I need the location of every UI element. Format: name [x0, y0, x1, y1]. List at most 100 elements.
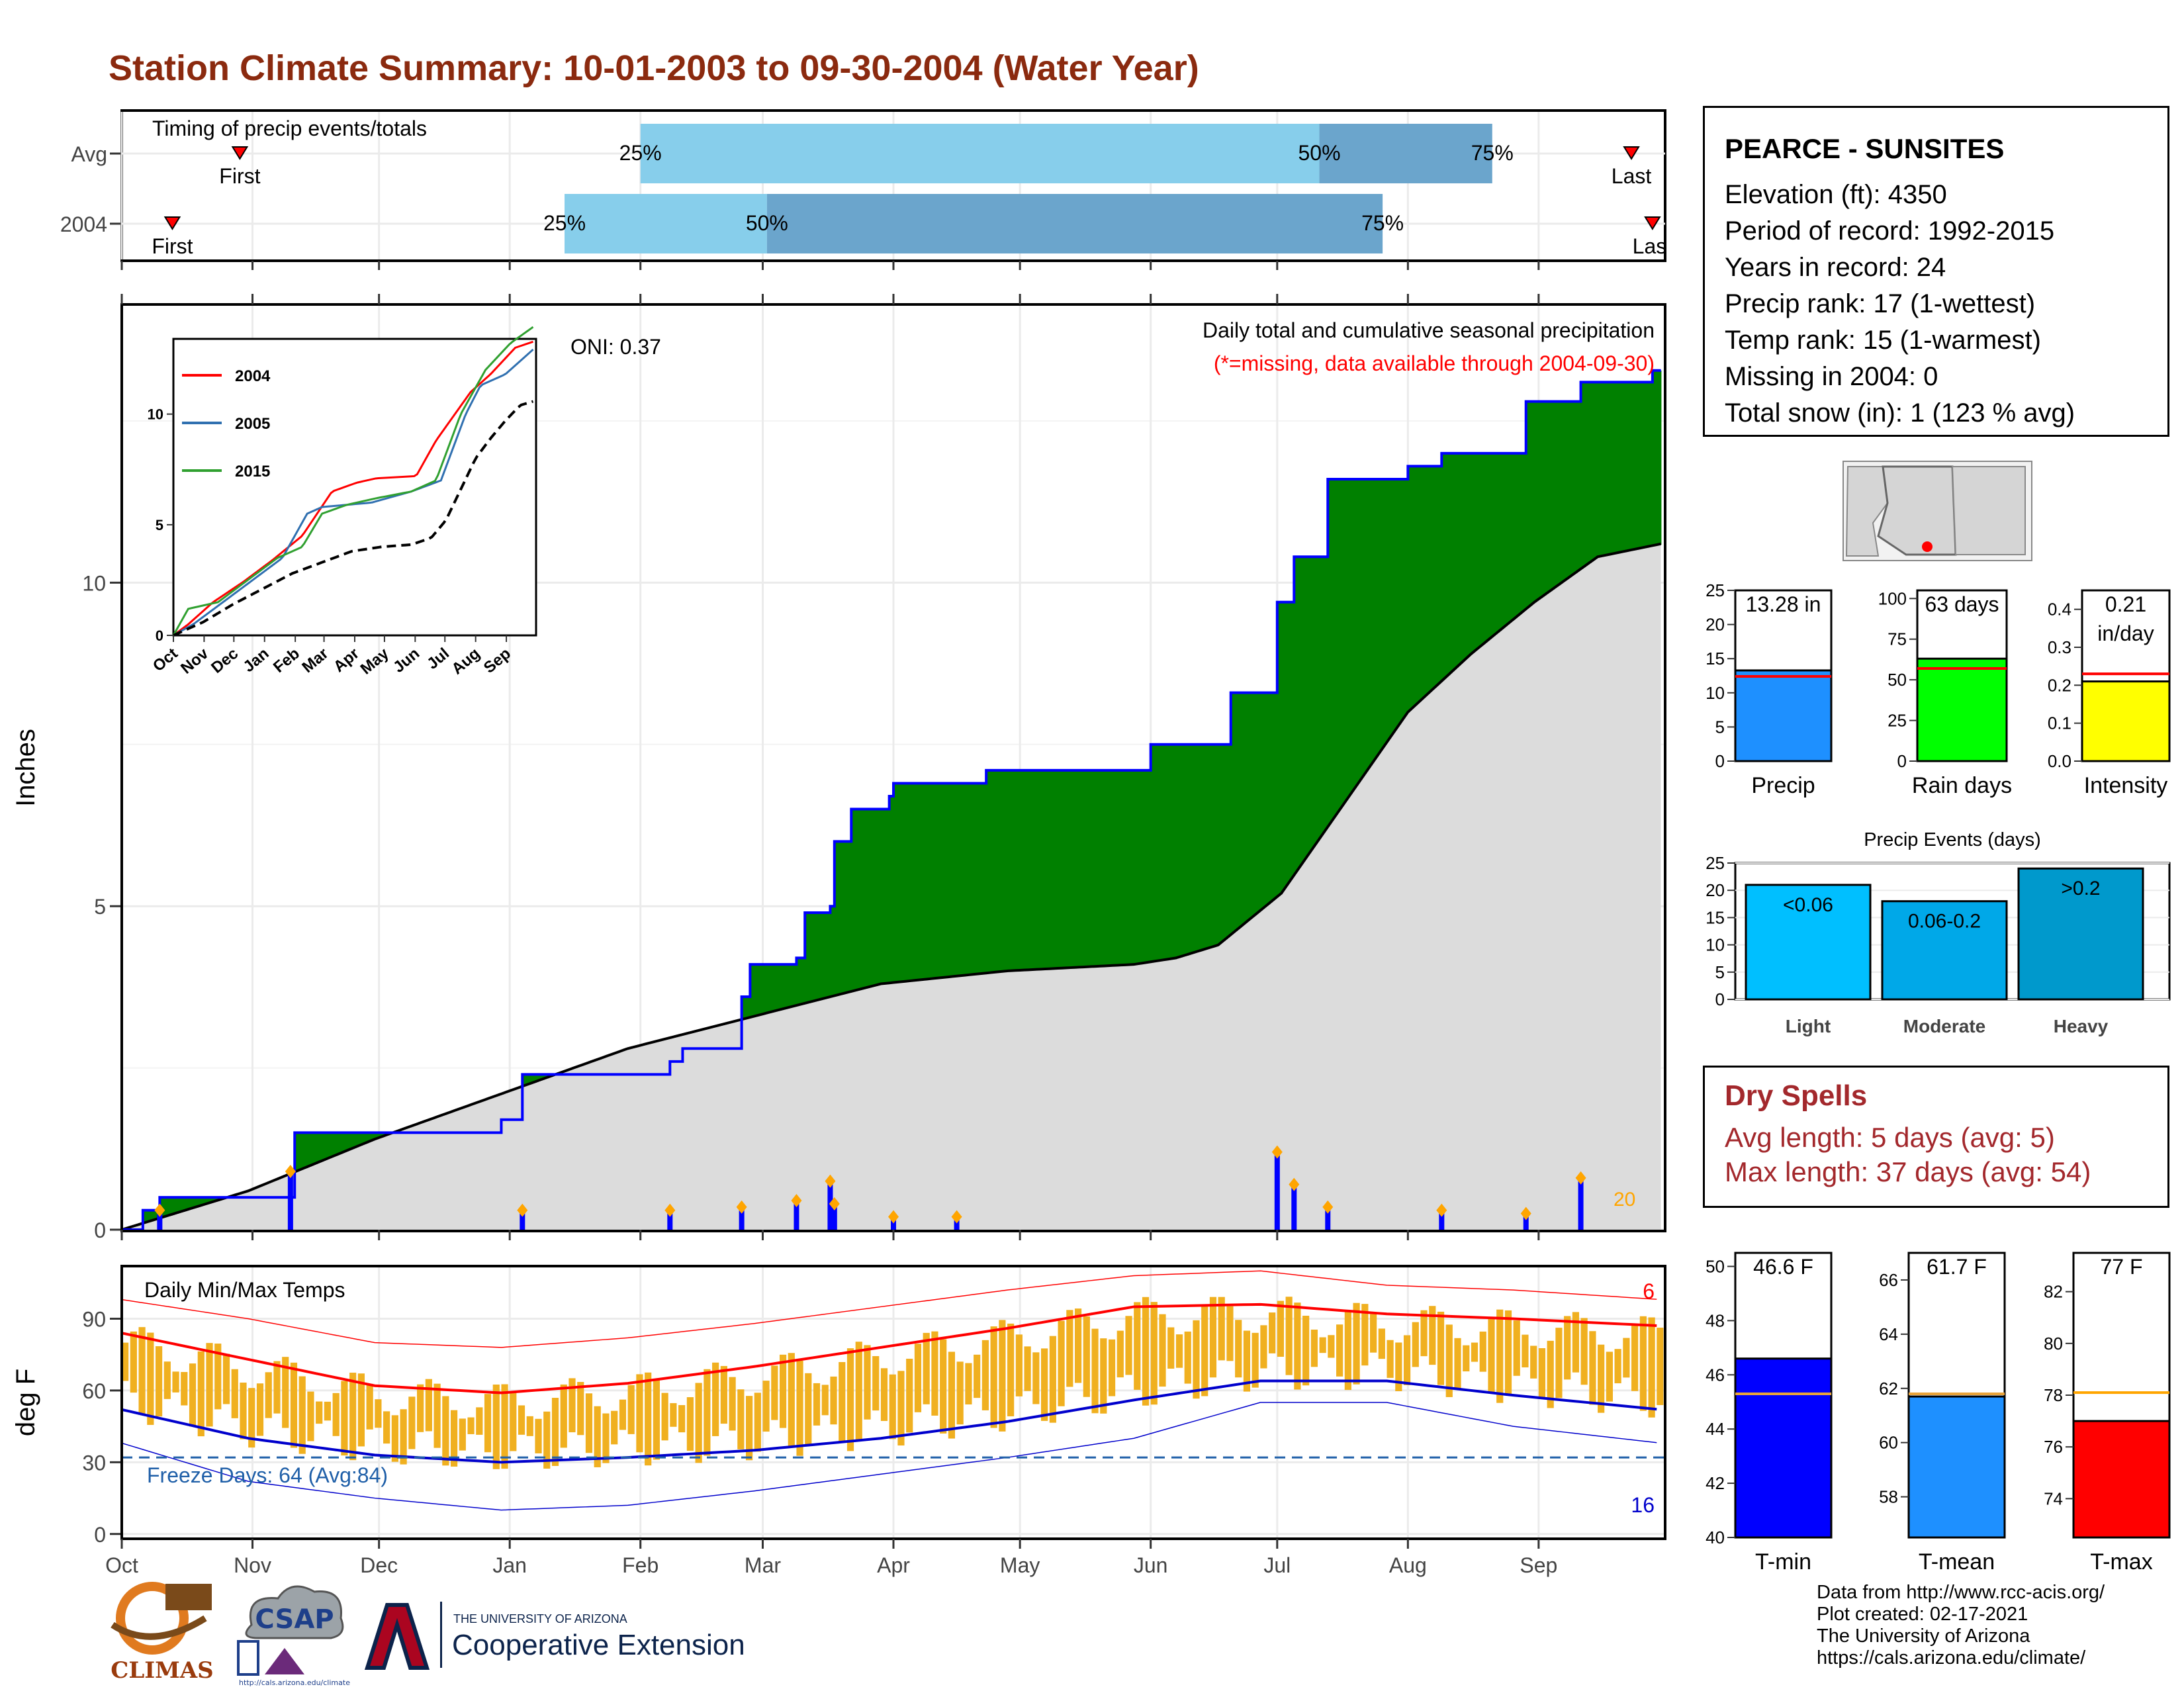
precip-departure-strip — [792, 964, 797, 1007]
precip-departure-strip — [970, 783, 974, 974]
precip-departure-strip — [1619, 382, 1623, 552]
daily-temp-bar — [915, 1344, 921, 1412]
daily-precip-bar — [1578, 1178, 1584, 1230]
daily-temp-bar — [138, 1327, 145, 1414]
precip-subtitle: Daily total and cumulative seasonal prec… — [1203, 318, 1655, 342]
precip-departure-strip — [1235, 693, 1240, 931]
daily-temp-bar — [1193, 1320, 1199, 1398]
daily-temp-bar — [1016, 1334, 1023, 1396]
precip-departure-strip — [1290, 602, 1295, 882]
timing-first-label: First — [219, 164, 260, 188]
precip-departure-strip — [1416, 466, 1421, 704]
precip-departure-strip — [1269, 693, 1273, 904]
daily-temp-bar — [1176, 1334, 1183, 1368]
precip-departure-strip — [1121, 770, 1126, 965]
precip-departure-strip — [1315, 557, 1320, 845]
precip-departure-strip — [948, 783, 953, 977]
precip-departure-strip — [312, 1132, 316, 1165]
daily-temp-bar — [198, 1351, 205, 1436]
precip-departure-strip — [1564, 402, 1569, 581]
small-chart-y-tick-label: 44 — [1706, 1419, 1725, 1439]
precip-departure-strip — [931, 783, 936, 978]
daily-temp-bar — [1032, 1352, 1039, 1404]
daily-temp-bar — [265, 1372, 272, 1418]
precip-departure-strip — [1357, 479, 1362, 784]
precip-departure-strip — [1244, 693, 1248, 925]
precip-departure-strip — [1383, 479, 1387, 749]
precip-y-tick-label: 5 — [94, 895, 106, 919]
timing-last-label: Last — [1633, 234, 1673, 258]
precip-departure-strip — [1109, 770, 1113, 966]
small-chart-y-tick-label: 15 — [1706, 649, 1725, 668]
precip-departure-strip — [1631, 382, 1636, 550]
daily-temp-bar — [822, 1385, 829, 1415]
precip-departure-strip — [1320, 557, 1324, 839]
small-chart-category-label: Intensity — [2084, 773, 2168, 798]
precip-departure-strip — [767, 964, 772, 1013]
daily-temp-bar — [1117, 1331, 1124, 1378]
precip-departure-strip — [801, 958, 805, 1004]
month-tick-label: Dec — [360, 1553, 398, 1577]
daily-temp-bar — [1463, 1346, 1469, 1371]
daily-temp-bar — [1142, 1297, 1149, 1406]
daily-temp-bar — [737, 1389, 744, 1449]
month-tick-label: Apr — [877, 1553, 910, 1577]
daily-temp-bar — [788, 1353, 795, 1446]
precip-departure-strip — [1379, 479, 1383, 754]
precip-departure-strip — [1172, 745, 1177, 959]
missing-data-note: (*=missing, data available through 2004-… — [1214, 351, 1655, 375]
precip-departure-strip — [1610, 382, 1615, 554]
precip-departure-strip — [1366, 479, 1371, 772]
precip-departure-strip — [1441, 453, 1446, 681]
daily-temp-bar — [367, 1384, 373, 1430]
precip-departure-strip — [1635, 382, 1640, 549]
record-max-count: 6 — [1643, 1279, 1655, 1303]
precip-departure-strip — [1467, 453, 1472, 658]
precip-departure-strip — [784, 964, 788, 1009]
small-chart-y-tick-label: 25 — [1888, 711, 1907, 731]
precip-departure-strip — [1197, 745, 1202, 952]
precip-departure-strip — [843, 841, 848, 993]
inset-y-tick-label: 5 — [156, 517, 163, 533]
small-chart-value-bar — [1909, 1396, 2005, 1537]
precip-departure-strip — [1226, 745, 1231, 938]
daily-temp-bar — [1522, 1335, 1528, 1367]
event-category-label: Light — [1786, 1016, 1831, 1036]
station-location-icon — [1922, 541, 1933, 552]
precip-departure-strip — [1142, 770, 1147, 963]
precip-departure-strip — [856, 809, 860, 991]
station-years: Years in record: 24 — [1725, 250, 2148, 286]
inset-cumulative-chart: 0510200420052015OctNovDecJanFebMarAprMay… — [148, 327, 536, 678]
precip-departure-strip — [1201, 745, 1206, 950]
small-chart-y-tick-label: 0 — [1715, 751, 1725, 771]
daily-temp-bar — [1277, 1301, 1284, 1357]
daily-temp-bar — [1167, 1328, 1174, 1369]
daily-temp-bar — [712, 1363, 719, 1436]
small-chart-y-tick-label: 0.3 — [2048, 637, 2071, 657]
daily-temp-bar — [1024, 1346, 1031, 1391]
precip-departure-strip — [1649, 382, 1653, 546]
daily-temp-bar — [1437, 1312, 1444, 1385]
daily-temp-bar — [223, 1353, 230, 1404]
daily-temp-bar — [1201, 1306, 1208, 1396]
precip-departure-strip — [788, 964, 793, 1007]
daily-temp-bar — [510, 1393, 516, 1451]
precip-departure-strip — [1058, 770, 1062, 968]
dry-spells-max: Max length: 37 days (avg: 54) — [1725, 1155, 2148, 1189]
month-tick-label: Aug — [1389, 1553, 1427, 1577]
precip-departure-strip — [864, 809, 868, 988]
inset-y-tick-label: 0 — [156, 627, 163, 644]
daily-temp-bar — [476, 1407, 482, 1435]
precip-departure-strip — [860, 809, 864, 989]
precip-departure-strip — [1530, 402, 1535, 606]
timing-p25-label: 25% — [619, 141, 662, 165]
daily-temp-bar — [721, 1366, 727, 1424]
precip-departure-strip — [1193, 745, 1197, 953]
daily-temp-bar — [1505, 1310, 1512, 1394]
precip-departure-strip — [877, 809, 882, 985]
small-chart-y-tick-label: 58 — [1879, 1487, 1898, 1507]
daily-temp-bar — [974, 1355, 980, 1398]
precip-departure-strip — [872, 809, 877, 986]
daily-temp-bar — [1286, 1297, 1293, 1375]
